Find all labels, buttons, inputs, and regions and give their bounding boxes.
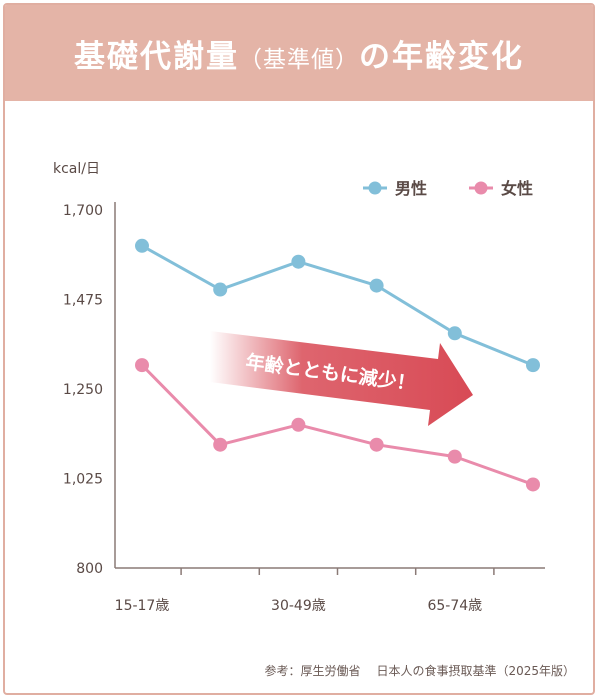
- decrease-arrow: 年齢とともに減少！: [210, 331, 473, 426]
- chart-card: 基礎代謝量（基準値）の年齢変化 kcal/日 1,700 1,475 1,250 1,0…: [3, 3, 595, 695]
- title-sub: （基準値）: [239, 46, 359, 73]
- y-tick-label: 1,025: [63, 472, 103, 488]
- x-tick-label: 30-49歳: [271, 598, 326, 614]
- x-tick-label: 65-74歳: [427, 598, 482, 614]
- data-point-male: [369, 278, 384, 293]
- data-point-female: [135, 358, 149, 373]
- decrease-arrow-shape: [210, 331, 473, 426]
- y-axis-label: kcal/日: [53, 161, 100, 177]
- legend-marker-male: [368, 181, 382, 195]
- y-tick-label: 800: [76, 561, 103, 577]
- source-text: 日本人の食事摂取基準（2025年版）: [376, 664, 575, 678]
- data-point-male: [447, 326, 462, 341]
- data-point-male: [291, 254, 306, 269]
- data-point-male: [526, 358, 540, 373]
- legend: 男性 女性: [363, 179, 533, 198]
- data-point-male: [135, 238, 149, 253]
- title-main: 基礎代謝量: [74, 38, 239, 75]
- source-note: 参考：厚生労働省 日本人の食事摂取基準（2025年版）: [264, 662, 575, 679]
- data-point-female: [447, 449, 462, 464]
- data-point-female: [526, 477, 540, 492]
- series-line-female: [140, 364, 534, 486]
- chart-title: 基礎代謝量（基準値）の年齢変化: [74, 31, 524, 76]
- legend-marker-female: [474, 181, 488, 195]
- data-point-female: [369, 437, 384, 452]
- y-tick-label: 1,700: [63, 203, 103, 219]
- y-tick-label: 1,250: [63, 382, 103, 398]
- title-tail: の年齢変化: [359, 38, 524, 75]
- source-label: 参考：厚生労働省: [264, 664, 361, 678]
- header-bar: 基礎代謝量（基準値）の年齢変化: [5, 5, 593, 101]
- series-line-male: [141, 244, 534, 367]
- x-tick-label: 15-17歳: [115, 598, 170, 614]
- data-point-female: [213, 437, 228, 452]
- y-tick-label: 1,475: [63, 293, 103, 309]
- legend-label-male: 男性: [395, 179, 427, 198]
- data-point-female: [291, 417, 306, 432]
- legend-label-female: 女性: [501, 179, 533, 198]
- line-chart: kcal/日 1,700 1,475 1,250 1,025 800 15-17歳 30-49…: [53, 161, 545, 614]
- data-point-male: [213, 282, 228, 297]
